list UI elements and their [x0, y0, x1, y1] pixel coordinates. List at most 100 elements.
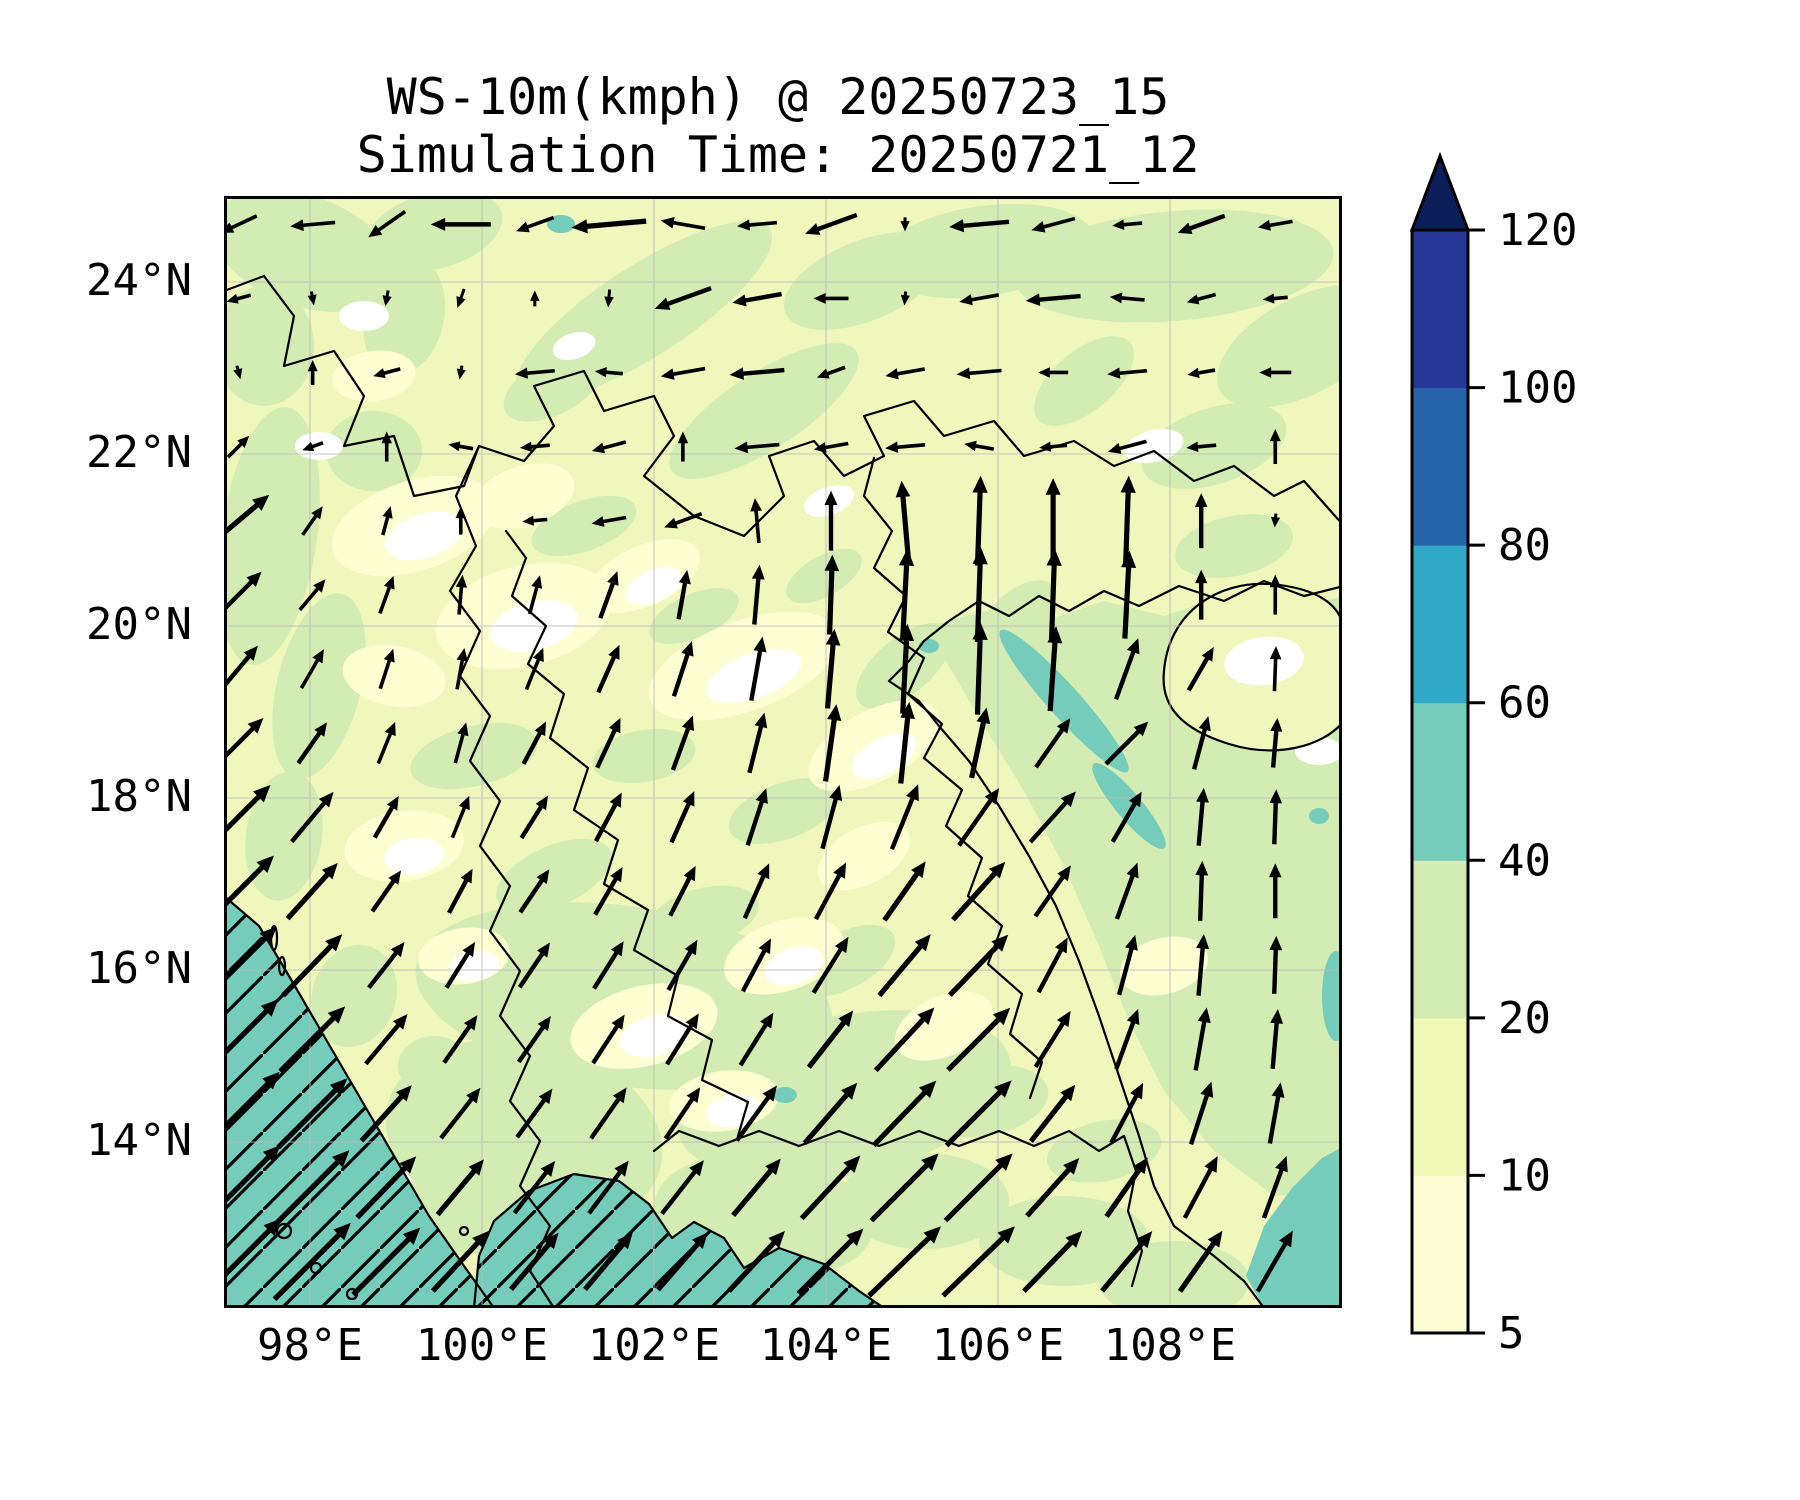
- wind-arrow: [1028, 1092, 1071, 1143]
- wind-arrow-head: [737, 219, 751, 231]
- x-tick-label: 104°E: [759, 1320, 893, 1371]
- wind-arrow-head: [536, 869, 550, 885]
- grid-lines: [224, 196, 1342, 1308]
- wind-arrow-head: [1045, 478, 1061, 495]
- wind-arrow: [1177, 1238, 1218, 1293]
- wind-arrow: [900, 636, 910, 714]
- wind-arrow: [376, 730, 394, 765]
- wind-arrow-head: [918, 1080, 937, 1099]
- wind-arrow: [745, 797, 765, 846]
- wind-arrow: [676, 579, 688, 620]
- wind-arrow: [1194, 443, 1217, 449]
- wind-arrow: [1196, 798, 1206, 846]
- wind-arrow-head: [1270, 1009, 1284, 1024]
- wind-arrow-head: [612, 1087, 627, 1104]
- colorbar-tick-label: 10: [1498, 1150, 1551, 1201]
- wind-arrow: [435, 1166, 479, 1217]
- colorbar-segment: [1412, 1017, 1468, 1176]
- wind-arrow: [1120, 221, 1143, 227]
- wind-arrow: [1261, 1165, 1285, 1219]
- wind-arrow: [1267, 1092, 1281, 1144]
- wind-arrow-head: [1047, 626, 1063, 644]
- wind-arrow: [603, 370, 623, 376]
- wind-arrow: [1114, 1018, 1137, 1070]
- y-tick-label: 22°N: [86, 427, 192, 478]
- wind-arrow: [299, 656, 321, 690]
- wind-arrow-head: [838, 1010, 854, 1028]
- wind-arrow-head: [949, 219, 965, 233]
- wind-arrow: [814, 212, 858, 233]
- wind-arrow: [1104, 1165, 1144, 1218]
- x-tick-label: 106°E: [931, 1320, 1065, 1371]
- wind-arrow-head: [1107, 442, 1122, 454]
- wind-arrow-head: [1196, 787, 1209, 803]
- wind-arrow-head: [972, 622, 988, 640]
- wind-arrow: [447, 876, 470, 914]
- wind-arrow-head: [956, 367, 971, 380]
- island: [309, 1261, 323, 1275]
- wind-arrow-head: [536, 942, 550, 958]
- wind-arrow: [1033, 873, 1067, 918]
- wind-arrow: [1270, 727, 1279, 768]
- wind-arrow: [814, 871, 843, 921]
- wind-arrow: [524, 656, 542, 691]
- wind-arrow-head: [531, 575, 543, 589]
- y-tick-label: 20°N: [86, 599, 192, 650]
- wind-arrow: [796, 1235, 857, 1296]
- wind-arrow-head: [456, 368, 466, 380]
- wind-arrow: [826, 566, 835, 635]
- wind-arrow-head: [458, 795, 470, 811]
- wind-arrow-head: [989, 861, 1006, 879]
- wind-arrow-head: [825, 628, 841, 646]
- y-tick-label: 24°N: [86, 255, 192, 306]
- wind-arrow: [430, 1238, 483, 1293]
- colorbar-tick-label: 100: [1498, 363, 1577, 414]
- wind-arrow-head: [307, 359, 318, 372]
- axes-frame: [224, 196, 1342, 1308]
- wind-arrow-head: [463, 1015, 478, 1031]
- wind-arrow-head: [991, 934, 1009, 952]
- wind-arrow-head: [846, 1228, 864, 1246]
- colorbar: 5 10 20 40 60 80 100 120: [1409, 151, 1577, 1359]
- wind-arrow: [1272, 655, 1278, 692]
- wind-arrow: [959, 219, 1010, 229]
- wind-arrow: [351, 1234, 414, 1297]
- wind-arrow-head: [976, 707, 991, 725]
- wind-arrow: [742, 872, 767, 920]
- wind-arrow-head: [732, 294, 747, 307]
- wind-arrow-head: [537, 1015, 551, 1032]
- wind-arrow: [224, 724, 257, 761]
- wind-arrow: [966, 368, 1002, 376]
- wind-arrow: [1186, 213, 1226, 232]
- wind-arrow-head: [1195, 569, 1208, 584]
- wind-arrow: [744, 442, 780, 450]
- wind-arrow: [656, 1239, 702, 1292]
- wind-arrow: [364, 1021, 403, 1066]
- wind-arrow: [593, 874, 620, 916]
- wind-arrow: [873, 1014, 928, 1073]
- wind-arrow-head: [455, 506, 466, 519]
- wind-arrow-head: [1186, 294, 1200, 305]
- colorbar-tick-label: 40: [1498, 835, 1551, 886]
- island: [458, 1225, 470, 1237]
- wind-arrow-head: [1031, 221, 1046, 233]
- wind-arrow-head: [237, 435, 250, 448]
- wind-arrow: [1104, 727, 1143, 766]
- wind-arrow-head: [1177, 222, 1193, 235]
- wind-arrow: [224, 577, 256, 613]
- wind-arrow: [1117, 944, 1135, 996]
- wind-arrow-head: [1258, 219, 1271, 231]
- wind-arrow-head: [318, 791, 334, 808]
- wind-arrow: [877, 941, 925, 998]
- wind-arrow-head: [757, 863, 770, 880]
- wind-arrow: [822, 715, 838, 782]
- wind-arrow-head: [591, 442, 606, 454]
- wind-arrow-head: [1201, 647, 1214, 662]
- wind-arrow-head: [1268, 863, 1282, 878]
- wind-arrow: [1197, 871, 1205, 921]
- wind-arrow: [738, 1020, 770, 1067]
- wind-arrow: [741, 291, 782, 304]
- wind-arrow: [372, 803, 396, 839]
- wind-arrow-head: [906, 784, 919, 802]
- wind-arrow-head: [754, 712, 768, 729]
